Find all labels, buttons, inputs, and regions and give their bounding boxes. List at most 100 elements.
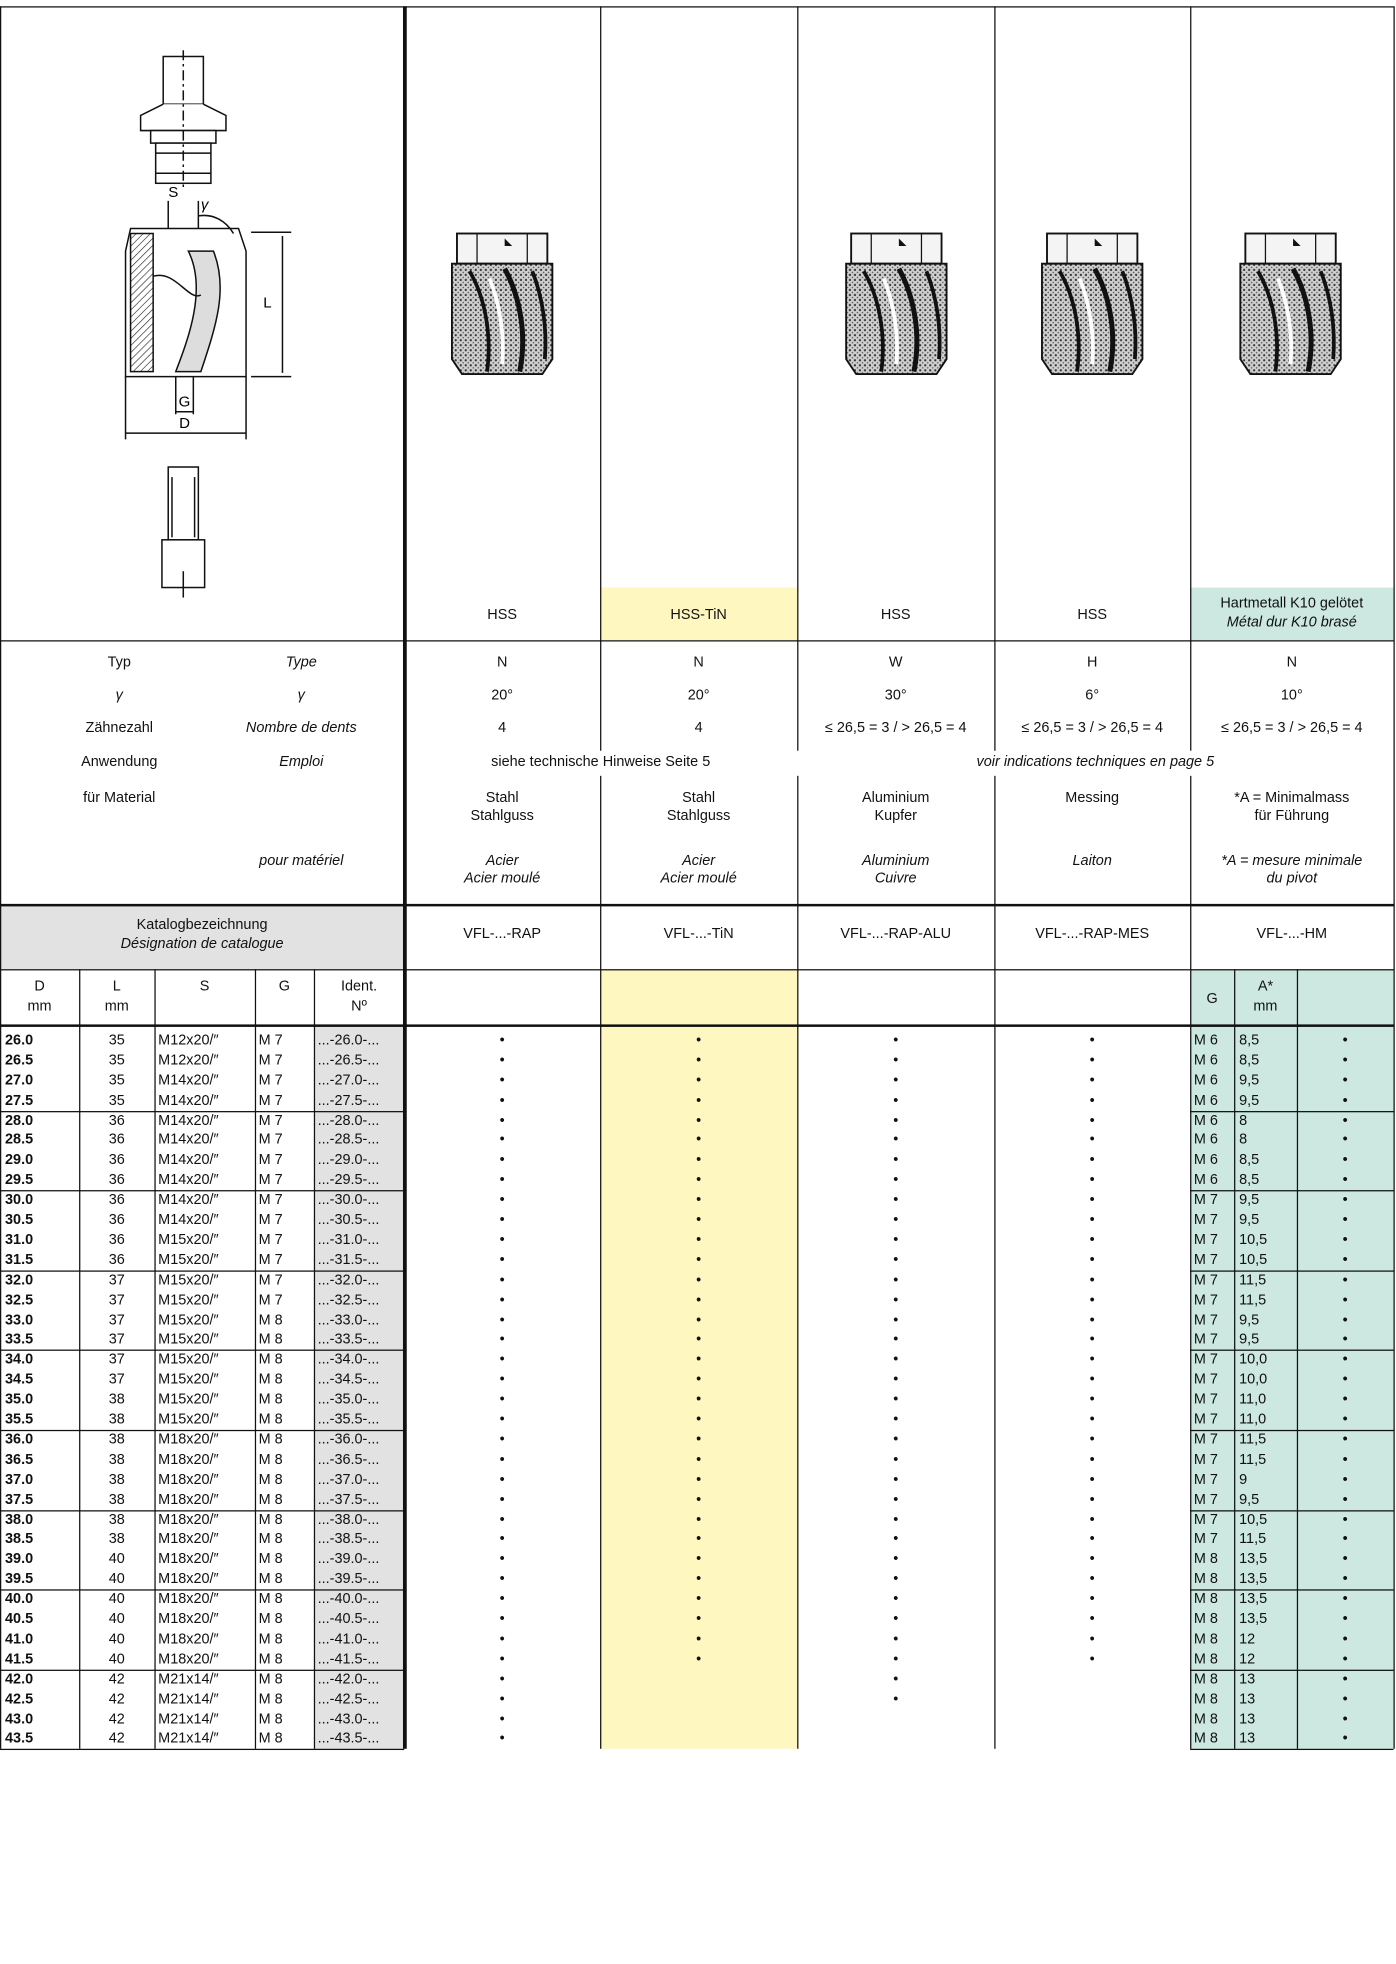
availability-dot: • [994, 1072, 1190, 1090]
grade: HSS-TiN [600, 606, 797, 624]
availability-dot: • [600, 1112, 797, 1130]
availability-dot: • [1297, 1092, 1394, 1110]
availability-dot: • [994, 1331, 1190, 1349]
cell-hm-g: M 7 [1194, 1471, 1234, 1489]
catalog-page: SγLGD TypTypeγγZähnezahlNombre de dentsA… [0, 0, 1396, 1963]
rule [314, 969, 315, 1749]
availability-dot: • [404, 1651, 600, 1669]
cell-d: 28.0 [5, 1112, 78, 1130]
availability-dot: • [797, 1291, 994, 1309]
cell-ident: ...-38.5-... [318, 1531, 403, 1549]
availability-dot: • [404, 1730, 600, 1748]
availability-dot: • [600, 1351, 797, 1369]
rule [0, 1749, 404, 1750]
cell-hm-g: M 7 [1194, 1391, 1234, 1409]
cell-l: 42 [79, 1691, 154, 1709]
cell-hm-a: 12 [1239, 1651, 1297, 1669]
cell-l: 36 [79, 1172, 154, 1190]
grade: Hartmetall K10 gelötet [1190, 595, 1393, 613]
availability-dot: • [994, 1231, 1190, 1249]
availability-dot: • [600, 1371, 797, 1389]
cell-hm-a: 13,5 [1239, 1611, 1297, 1629]
cell-l: 38 [79, 1531, 154, 1549]
cell-l: 40 [79, 1551, 154, 1569]
cell-d: 38.5 [5, 1531, 78, 1549]
cell-ident: ...-35.5-... [318, 1411, 403, 1429]
availability-dot: • [797, 1571, 994, 1589]
availability-dot: • [797, 1691, 994, 1709]
cell-ident: ...-33.0-... [318, 1311, 403, 1329]
cell-hm-a: 12 [1239, 1631, 1297, 1649]
cell-g: M 8 [259, 1551, 314, 1569]
cell-l: 42 [79, 1671, 154, 1689]
availability-dot: • [1297, 1112, 1394, 1130]
cell-ident: ...-26.5-... [318, 1052, 403, 1070]
material: Stahl [600, 790, 797, 808]
cell-d: 41.5 [5, 1651, 78, 1669]
cell-d: 42.5 [5, 1691, 78, 1709]
cell-l: 38 [79, 1391, 154, 1409]
cell-ident: ...-35.0-... [318, 1391, 403, 1409]
cell-s: M18x20/″ [158, 1431, 253, 1449]
material-fr: Acier moulé [404, 870, 600, 888]
availability-dot: • [994, 1371, 1190, 1389]
cell-hm-a: 13,5 [1239, 1571, 1297, 1589]
availability-dot: • [404, 1531, 600, 1549]
cell-g: M 7 [259, 1271, 314, 1289]
availability-dot: • [404, 1231, 600, 1249]
availability-dot: • [600, 1551, 797, 1569]
cell-d: 34.5 [5, 1371, 78, 1389]
cell-l: 42 [79, 1711, 154, 1729]
row-label: für Material [25, 790, 213, 808]
cell-hm-a: 8,5 [1239, 1032, 1297, 1050]
cell-d: 33.0 [5, 1311, 78, 1329]
gamma: 6° [994, 687, 1190, 705]
availability-dot: • [797, 1032, 994, 1050]
grade: Métal dur K10 brasé [1190, 614, 1393, 632]
availability-dot: • [404, 1571, 600, 1589]
type: N [1190, 654, 1393, 672]
availability-dot: • [797, 1092, 994, 1110]
drawing-label: S [168, 184, 178, 201]
row-label: Anwendung [25, 753, 213, 771]
availability-dot: • [404, 1311, 600, 1329]
availability-dot: • [797, 1052, 994, 1070]
cell-g: M 7 [259, 1251, 314, 1269]
availability-dot: • [797, 1152, 994, 1170]
designation: VFL-...-HM [1190, 925, 1393, 943]
cell-s: M15x20/″ [158, 1351, 253, 1369]
availability-dot: • [1297, 1052, 1394, 1070]
availability-dot: • [600, 1611, 797, 1629]
availability-dot: • [797, 1172, 994, 1190]
material-fr: *A = mesure minimale [1190, 852, 1393, 870]
availability-dot: • [797, 1311, 994, 1329]
availability-dot: • [797, 1611, 994, 1629]
cell-d: 39.0 [5, 1551, 78, 1569]
availability-dot: • [994, 1351, 1190, 1369]
cell-l: 35 [79, 1052, 154, 1070]
cell-hm-a: 10,5 [1239, 1231, 1297, 1249]
availability-dot: • [797, 1331, 994, 1349]
column-header: Ident. [314, 978, 404, 996]
cell-hm-g: M 7 [1194, 1451, 1234, 1469]
cell-hm-a: 10,5 [1239, 1511, 1297, 1529]
rule [154, 969, 155, 1749]
material: Messing [994, 790, 1190, 808]
cell-hm-a: 11,5 [1239, 1451, 1297, 1469]
cutter-image [1042, 234, 1142, 375]
rule [1190, 776, 1191, 1749]
cell-l: 38 [79, 1471, 154, 1489]
availability-dot: • [600, 1271, 797, 1289]
availability-dot: • [994, 1192, 1190, 1210]
cell-s: M14x20/″ [158, 1092, 253, 1110]
availability-dot: • [404, 1072, 600, 1090]
availability-dot: • [994, 1611, 1190, 1629]
cell-hm-g: M 6 [1194, 1072, 1234, 1090]
cell-ident: ...-37.0-... [318, 1471, 403, 1489]
cell-d: 40.0 [5, 1591, 78, 1609]
row-label-fr: pour matériel [201, 852, 402, 870]
cutter-image [1240, 234, 1340, 375]
availability-dot: • [404, 1431, 600, 1449]
designation: VFL-...-RAP-MES [994, 925, 1190, 943]
cell-g: M 7 [259, 1231, 314, 1249]
